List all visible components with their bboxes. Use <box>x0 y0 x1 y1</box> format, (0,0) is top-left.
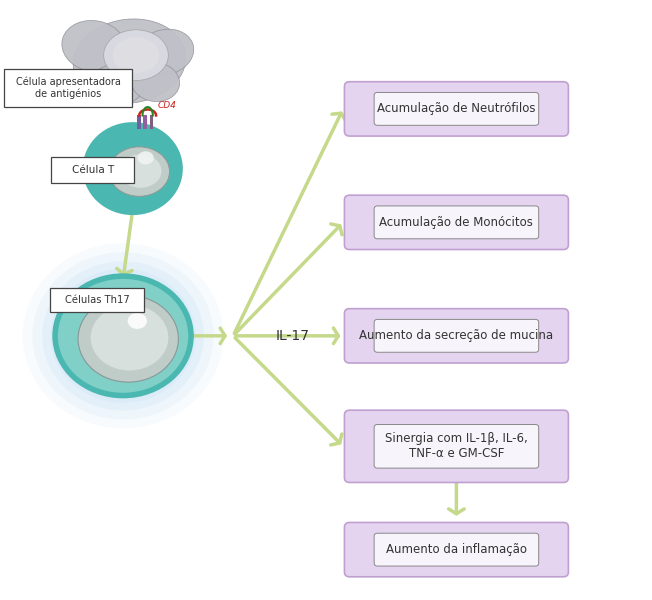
Text: CD4: CD4 <box>157 101 176 110</box>
Circle shape <box>51 269 196 403</box>
Ellipse shape <box>109 147 170 196</box>
FancyBboxPatch shape <box>344 195 569 250</box>
Bar <box>143 115 147 128</box>
Ellipse shape <box>62 20 126 72</box>
Ellipse shape <box>73 19 186 103</box>
FancyBboxPatch shape <box>52 157 134 182</box>
Circle shape <box>86 125 179 212</box>
FancyBboxPatch shape <box>374 319 539 352</box>
Bar <box>137 115 141 128</box>
Ellipse shape <box>55 276 191 395</box>
Circle shape <box>23 243 224 428</box>
Circle shape <box>33 252 214 419</box>
FancyBboxPatch shape <box>374 533 539 566</box>
Circle shape <box>42 261 204 410</box>
Ellipse shape <box>128 313 147 329</box>
Ellipse shape <box>91 305 168 370</box>
FancyBboxPatch shape <box>4 69 132 107</box>
Text: Aumento da inflamação: Aumento da inflamação <box>386 543 527 556</box>
FancyBboxPatch shape <box>344 523 569 577</box>
Text: Acumulação de Neutrófilos: Acumulação de Neutrófilos <box>377 103 536 115</box>
Bar <box>149 115 153 128</box>
FancyBboxPatch shape <box>344 82 569 136</box>
Text: IL-17: IL-17 <box>275 329 309 343</box>
Text: Célula apresentadora
de antigénios: Célula apresentadora de antigénios <box>16 77 121 100</box>
Ellipse shape <box>89 64 144 106</box>
FancyBboxPatch shape <box>374 425 539 468</box>
Text: Células Th17: Células Th17 <box>65 295 130 305</box>
Ellipse shape <box>104 30 168 80</box>
Text: Acumulação de Monócitos: Acumulação de Monócitos <box>379 216 533 229</box>
Ellipse shape <box>131 62 179 101</box>
FancyBboxPatch shape <box>50 288 144 312</box>
Text: Sinergia com IL-1β, IL-6,
TNF-α e GM-CSF: Sinergia com IL-1β, IL-6, TNF-α e GM-CSF <box>385 433 527 460</box>
FancyBboxPatch shape <box>344 308 569 363</box>
Text: Célula T: Célula T <box>72 165 113 175</box>
Ellipse shape <box>113 37 159 73</box>
Text: Aumento da secreção de mucina: Aumento da secreção de mucina <box>359 329 554 343</box>
Ellipse shape <box>136 29 194 75</box>
FancyBboxPatch shape <box>374 206 539 239</box>
Ellipse shape <box>138 151 154 164</box>
FancyBboxPatch shape <box>344 410 569 482</box>
Ellipse shape <box>78 296 179 382</box>
FancyBboxPatch shape <box>374 92 539 125</box>
Ellipse shape <box>119 154 162 188</box>
